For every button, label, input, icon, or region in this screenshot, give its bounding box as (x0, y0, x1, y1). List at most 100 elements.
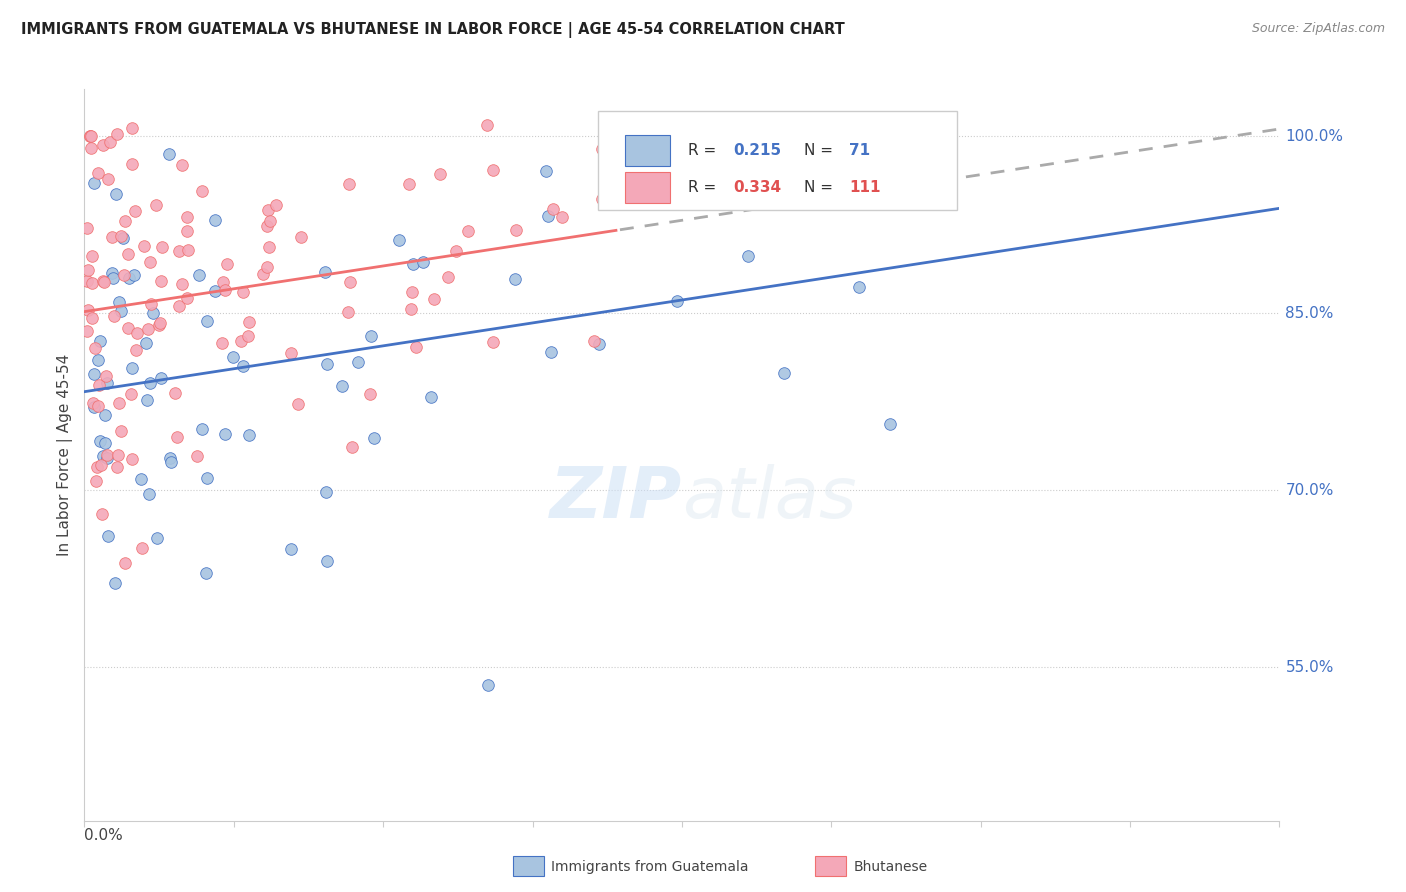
Y-axis label: In Labor Force | Age 45-54: In Labor Force | Age 45-54 (58, 354, 73, 556)
Point (287, 397, 309, 411)
Point (98, 135, 121, 149)
Point (166, 429, 188, 443)
Text: Source: ZipAtlas.com: Source: ZipAtlas.com (1251, 22, 1385, 36)
Point (79, 129, 101, 144)
Point (104, 186, 127, 201)
Text: 0.0%: 0.0% (84, 828, 124, 843)
Point (114, 214, 136, 228)
Point (145, 531, 167, 545)
Point (477, 678, 499, 692)
Text: atlas: atlas (682, 465, 856, 533)
Point (82, 310, 104, 325)
Point (337, 305, 360, 319)
Point (107, 448, 129, 462)
Point (256, 219, 278, 233)
Point (122, 268, 145, 283)
Text: Immigrants from Guatemala: Immigrants from Guatemala (551, 860, 748, 874)
Text: N =: N = (804, 143, 838, 158)
Point (256, 260, 278, 275)
Point (94, 368, 117, 383)
Point (112, 268, 135, 282)
Text: 85.0%: 85.0% (1285, 306, 1334, 321)
Point (90, 507, 112, 521)
Point (541, 202, 564, 217)
Point (401, 285, 423, 299)
Point (108, 295, 131, 310)
Point (103, 270, 125, 285)
Point (141, 297, 163, 311)
Point (316, 357, 339, 371)
Point (204, 212, 226, 227)
Point (86, 459, 108, 474)
Text: 0.334: 0.334 (734, 180, 782, 195)
Point (89, 334, 111, 348)
Point (110, 229, 132, 244)
Point (83, 341, 105, 355)
Point (110, 425, 132, 439)
Point (132, 239, 155, 253)
Point (83, 401, 105, 415)
Point (138, 487, 160, 501)
Point (446, 244, 468, 258)
Point (363, 431, 385, 445)
Point (280, 345, 302, 359)
Point (121, 157, 143, 171)
Point (145, 198, 167, 212)
Point (110, 304, 132, 318)
Point (93, 275, 115, 289)
Point (94, 408, 117, 422)
Point (252, 267, 274, 281)
Point (534, 164, 557, 178)
Text: IMMIGRANTS FROM GUATEMALA VS BHUTANESE IN LABOR FORCE | AGE 45-54 CORRELATION CH: IMMIGRANTS FROM GUATEMALA VS BHUTANESE I… (21, 22, 845, 38)
Point (176, 224, 198, 238)
Point (96, 450, 118, 465)
Point (79, 129, 101, 144)
Point (482, 162, 505, 177)
Point (330, 379, 353, 393)
Point (314, 265, 336, 279)
Point (215, 257, 238, 271)
Point (121, 361, 143, 376)
Point (167, 244, 190, 258)
Point (176, 292, 198, 306)
Point (118, 271, 141, 285)
Point (194, 566, 217, 580)
Point (436, 270, 458, 285)
Bar (624, 135, 669, 166)
Point (290, 229, 312, 244)
Text: R =: R = (688, 180, 721, 195)
Point (121, 452, 143, 467)
Point (666, 293, 689, 308)
Text: 0.215: 0.215 (734, 143, 782, 158)
Point (505, 223, 527, 237)
Point (97, 529, 120, 543)
Point (80, 276, 103, 290)
Point (412, 255, 434, 269)
Point (551, 211, 574, 225)
Point (100, 230, 122, 244)
Point (402, 257, 425, 271)
Text: 71: 71 (849, 143, 870, 158)
Point (149, 371, 172, 385)
Point (90, 458, 112, 472)
Point (232, 285, 254, 299)
Point (136, 393, 159, 408)
Point (342, 440, 364, 454)
Point (187, 268, 209, 283)
Text: 111: 111 (849, 180, 880, 195)
Point (107, 396, 129, 410)
Point (111, 231, 134, 245)
Point (503, 271, 526, 285)
Point (91, 449, 114, 463)
Point (849, 175, 872, 189)
Point (131, 541, 153, 555)
Point (93, 274, 115, 288)
Point (82, 396, 104, 410)
Point (360, 329, 382, 343)
Point (157, 146, 180, 161)
Point (138, 255, 160, 269)
Point (737, 249, 759, 263)
Point (87, 166, 110, 180)
Point (257, 240, 280, 254)
Point (97, 172, 120, 186)
